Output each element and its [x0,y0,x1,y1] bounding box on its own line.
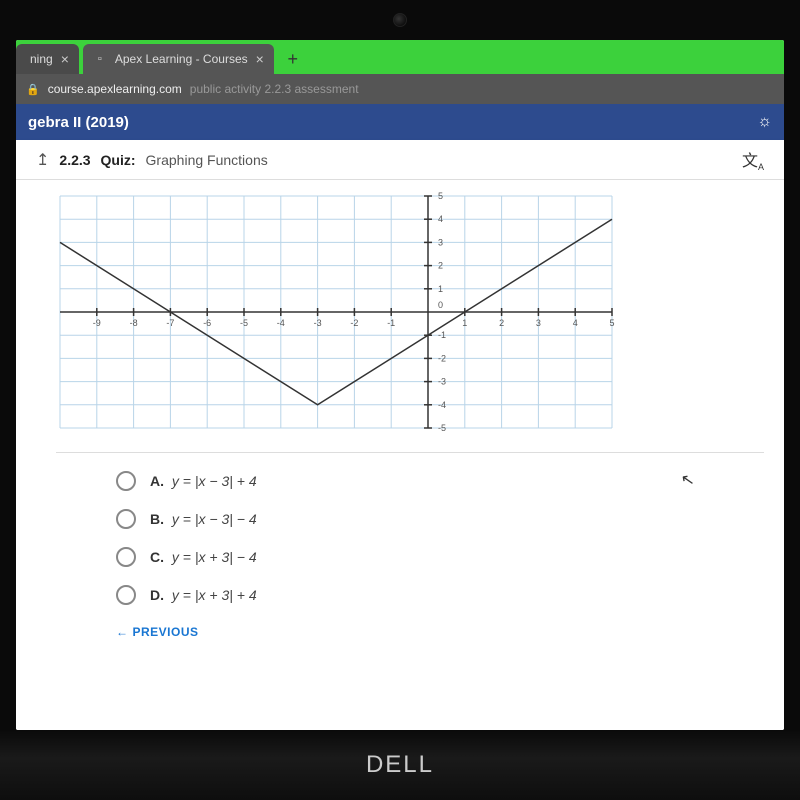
svg-text:-5: -5 [240,318,248,328]
quiz-name: Graphing Functions [146,152,268,168]
address-bar[interactable]: 🔒 course.apexlearning.com public activit… [16,74,784,104]
bezel-top [0,0,800,40]
option-d[interactable]: D. y = |x + 3| + 4 [116,585,764,605]
svg-text:2: 2 [438,261,443,271]
tab-strip: ning × ▫ Apex Learning - Courses × + [16,40,784,74]
svg-text:-4: -4 [438,400,446,410]
translate-icon[interactable]: 文A [742,147,764,172]
close-icon[interactable]: × [256,51,264,67]
tab-inactive[interactable]: ning × [16,44,79,74]
content-area: -9-8-7-6-5-4-3-2-112345-5-4-3-2-1012345 … [16,180,784,730]
graph: -9 -8 -7 -6 -5 -4 -3 -2 -1 1 2 3 4 5 -5 -4 -3 -2 -1 0 1 2 3 4 5 [56,192,616,432]
favicon-icon: ▫ [93,52,107,66]
answer-options: A. y = |x − 3| + 4 B. y = |x − 3| − 4 C.… [56,471,764,605]
svg-text:2: 2 [499,318,504,328]
radio-a[interactable] [116,471,136,491]
svg-text:4: 4 [573,318,578,328]
url-host: course.apexlearning.com [48,82,182,96]
svg-text:-6: -6 [203,318,211,328]
option-text: y = |x − 3| − 4 [172,511,257,527]
option-b[interactable]: B. y = |x − 3| − 4 [116,509,764,529]
svg-text:-8: -8 [130,318,138,328]
svg-text:-5: -5 [438,423,446,432]
option-text: y = |x + 3| − 4 [172,549,257,565]
option-letter: A. [150,473,164,489]
svg-text:-2: -2 [438,353,446,363]
option-a[interactable]: A. y = |x − 3| + 4 [116,471,764,491]
option-letter: D. [150,587,164,603]
webcam [393,13,407,27]
option-letter: B. [150,511,164,527]
divider [56,452,764,453]
arrow-left-icon: ← [116,625,129,639]
svg-text:-7: -7 [166,318,174,328]
svg-text:-4: -4 [277,318,285,328]
radio-b[interactable] [116,509,136,529]
quiz-label: Quiz: [101,152,136,168]
laptop-frame: ning × ▫ Apex Learning - Courses × + 🔒 c… [0,0,800,800]
svg-text:-2: -2 [350,318,358,328]
new-tab-button[interactable]: + [282,48,304,70]
course-header: gebra II (2019) ☼ [16,104,784,140]
svg-text:5: 5 [609,318,614,328]
svg-text:1: 1 [462,318,467,328]
close-icon[interactable]: × [61,51,69,67]
back-icon[interactable]: ↥ [36,150,49,170]
svg-text:-1: -1 [438,330,446,340]
radio-d[interactable] [116,585,136,605]
quiz-number: 2.2.3 [59,152,90,168]
svg-text:1: 1 [438,284,443,294]
option-text: y = |x − 3| + 4 [172,473,257,489]
previous-button[interactable]: ← PREVIOUS [56,625,764,639]
radio-c[interactable] [116,547,136,567]
lock-icon: 🔒 [26,83,40,96]
app-menu-icon[interactable]: ☼ [757,113,772,131]
svg-text:0: 0 [438,300,443,310]
svg-text:5: 5 [438,192,443,201]
svg-text:4: 4 [438,214,443,224]
svg-text:-9: -9 [93,318,101,328]
svg-text:3: 3 [438,237,443,247]
svg-text:-3: -3 [314,318,322,328]
tab-title: Apex Learning - Courses [115,52,248,66]
option-c[interactable]: C. y = |x + 3| − 4 [116,547,764,567]
tab-active[interactable]: ▫ Apex Learning - Courses × [83,44,274,74]
quiz-bar: ↥ 2.2.3 Quiz: Graphing Functions 文A [16,140,784,180]
svg-text:-3: -3 [438,377,446,387]
bezel-bottom: DELL [0,730,800,800]
screen: ning × ▫ Apex Learning - Courses × + 🔒 c… [16,40,784,730]
tab-title: ning [30,52,53,66]
option-text: y = |x + 3| + 4 [172,587,257,603]
mouse-cursor-icon: ↖ [679,469,696,491]
course-title: gebra II (2019) [28,114,129,131]
url-path: public activity 2.2.3 assessment [190,82,359,96]
previous-label: PREVIOUS [133,625,199,639]
graph-svg: -9 -8 -7 -6 -5 -4 -3 -2 -1 1 2 3 4 5 -5 -4 -3 -2 -1 0 1 2 3 4 5 [56,192,616,432]
laptop-brand: DELL [366,751,434,779]
option-letter: C. [150,549,164,565]
svg-text:-1: -1 [387,318,395,328]
svg-text:3: 3 [536,318,541,328]
quiz-title-group: ↥ 2.2.3 Quiz: Graphing Functions [36,150,268,170]
